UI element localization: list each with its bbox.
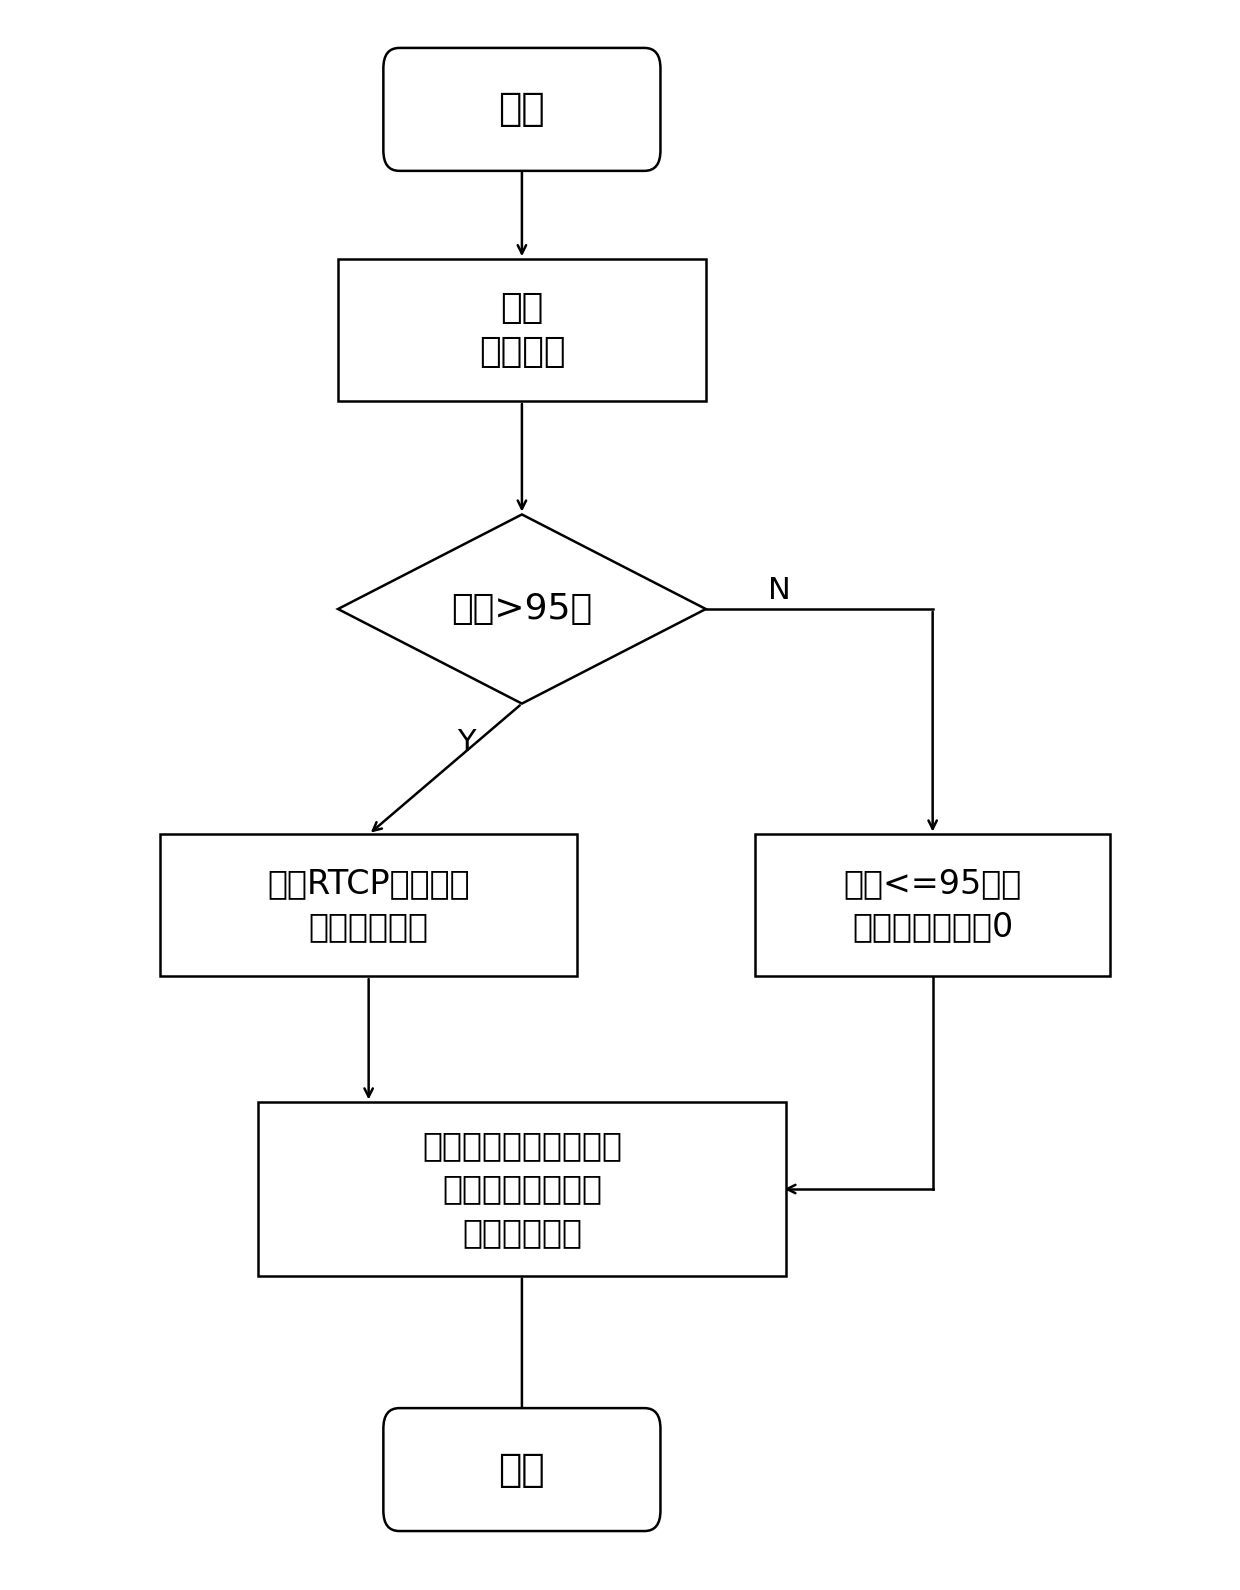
Text: 转角>95度: 转角>95度 xyxy=(451,591,593,626)
Text: Y: Y xyxy=(458,728,476,757)
FancyBboxPatch shape xyxy=(383,48,661,170)
Text: 转角<=95度，
转角速度设置为0: 转角<=95度， 转角速度设置为0 xyxy=(843,867,1022,943)
Polygon shape xyxy=(339,515,706,704)
Text: 计算单轴加速度约束的
刀具中心点轨迹的
转角限制速度: 计算单轴加速度约束的 刀具中心点轨迹的 转角限制速度 xyxy=(422,1129,622,1248)
FancyBboxPatch shape xyxy=(383,1409,661,1531)
Bar xyxy=(339,259,706,401)
Text: N: N xyxy=(768,576,791,604)
Text: 计算RTCP转换前后
线段长度比例: 计算RTCP转换前后 线段长度比例 xyxy=(268,867,470,943)
Bar xyxy=(755,835,1111,976)
Text: 计算
转角角度: 计算 转角角度 xyxy=(479,291,565,369)
Text: 结束: 结束 xyxy=(498,1450,546,1488)
Bar xyxy=(258,1102,785,1275)
Text: 开始: 开始 xyxy=(498,91,546,129)
Bar xyxy=(160,835,577,976)
